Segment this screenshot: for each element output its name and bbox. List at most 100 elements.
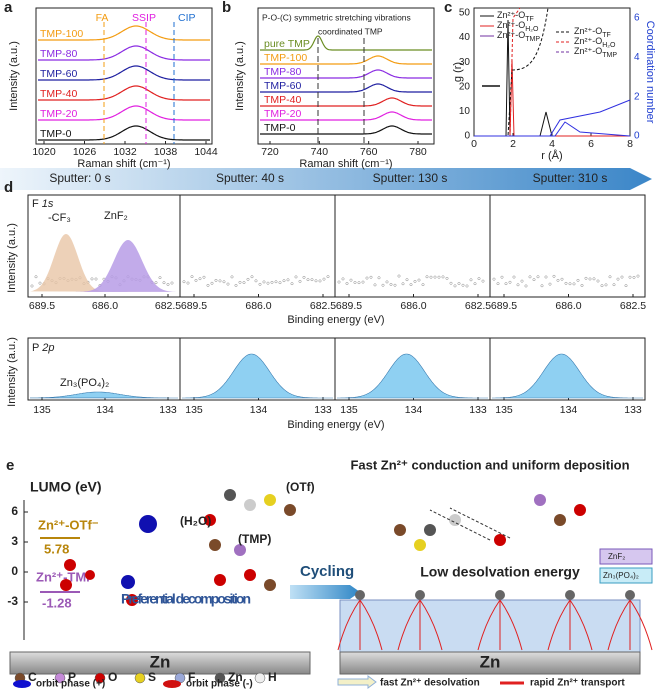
series-label: pure TMP (264, 38, 310, 50)
data-point (238, 280, 242, 284)
panel-label: b (222, 0, 231, 16)
data-point (469, 278, 473, 282)
data-point (504, 282, 508, 286)
atom (449, 514, 461, 526)
data-point (357, 281, 361, 285)
data-point (290, 282, 294, 286)
data-point (421, 283, 425, 287)
data-point (242, 281, 246, 285)
transport-arrow (359, 599, 383, 651)
lumo-title: LUMO (eV) (30, 479, 102, 495)
legend-text: Zn²⁺-O (574, 36, 602, 46)
legend-entry: Zn²⁺-OH₂O (497, 20, 539, 32)
data-point (318, 279, 322, 283)
legend-sub: TMP (602, 52, 617, 59)
atom (204, 514, 216, 526)
sei-layer (339, 599, 641, 653)
data-point (401, 282, 405, 286)
data-point (258, 282, 262, 286)
data-point (294, 275, 298, 279)
x-tick-label: 682.5 (310, 300, 336, 312)
transport-arrow (629, 599, 653, 651)
atom (234, 544, 246, 556)
lumo-label: Zn²⁺-TMP (36, 569, 95, 584)
zn-electrode (9, 651, 311, 675)
atom-label: F (188, 670, 195, 684)
data-point (345, 282, 349, 285)
data-point (270, 280, 274, 284)
y-tick-label: 10 (459, 106, 471, 117)
data-point (524, 284, 528, 288)
data-point (389, 283, 393, 286)
sputter-arrow (0, 168, 652, 190)
data-point (413, 279, 417, 283)
panel-label: a (4, 0, 13, 16)
data-point (540, 284, 544, 288)
data-point (592, 277, 596, 281)
x-tick-label: 134 (250, 404, 268, 416)
data-point (457, 282, 461, 285)
data-point (166, 283, 170, 286)
data-point (266, 281, 270, 285)
data-point (461, 283, 465, 287)
spectrum (38, 125, 210, 141)
data-point (353, 281, 357, 284)
sputter-label: Sputter: 40 s (216, 171, 284, 185)
legend-sub: TF (525, 16, 534, 23)
data-point (437, 275, 441, 279)
transport-arrow (607, 599, 631, 651)
x-tick-label: 135 (340, 404, 358, 416)
data-point (516, 283, 520, 287)
orbital-lobe (64, 559, 76, 571)
peak-fill (492, 353, 643, 399)
data-point (210, 281, 214, 285)
atom (224, 489, 236, 501)
data-point (314, 279, 318, 283)
legend-text: Zn²⁺-O (574, 46, 602, 56)
data-point (500, 275, 504, 279)
data-point (282, 279, 286, 283)
data-point (306, 278, 310, 282)
atom-label: Zn (228, 670, 243, 684)
x-tick-label: 1044 (194, 146, 218, 158)
sputter-label: Sputter: 0 s (49, 171, 110, 185)
y-tick-label: 3 (11, 534, 18, 548)
spectrum (38, 65, 210, 81)
atom (244, 569, 256, 581)
data-point (620, 275, 624, 279)
x-tick-label: 135 (495, 404, 513, 416)
peak-label: -CF₃ (48, 212, 71, 224)
annotation: coordinated TMP (318, 26, 383, 36)
data-point (520, 279, 524, 283)
data-point (341, 277, 345, 281)
series-label: TMP-20 (40, 108, 78, 120)
legend-box (599, 567, 653, 584)
atom (424, 524, 436, 536)
spectrum (38, 105, 210, 121)
data-point (222, 280, 226, 284)
phase-label: orbit phase (-) (186, 679, 253, 690)
data-point (632, 275, 636, 279)
data-point (34, 275, 38, 279)
y2-tick-label: 6 (634, 12, 640, 23)
spectrum (38, 85, 210, 101)
atom (534, 494, 546, 506)
data-point (322, 277, 326, 281)
x-tick-label: 1020 (32, 146, 56, 158)
data-point (624, 284, 628, 288)
y-axis-label: g (r) (452, 62, 464, 82)
atom (244, 499, 256, 511)
atom (494, 534, 506, 546)
data-point (612, 283, 616, 287)
transport-arrow (499, 599, 523, 651)
orbital-lobe (126, 594, 138, 606)
legend-entry: Zn²⁺-OTF (574, 26, 611, 38)
atom-swatch (94, 672, 106, 684)
x-tick-label: 135 (185, 404, 203, 416)
series-label: TMP-100 (40, 28, 83, 40)
y-tick-label: 50 (459, 8, 471, 19)
orbital-lobe (60, 579, 72, 591)
y2-tick-label: 4 (634, 52, 640, 63)
data-point (584, 276, 588, 280)
x-tick-label: 133 (624, 404, 642, 416)
